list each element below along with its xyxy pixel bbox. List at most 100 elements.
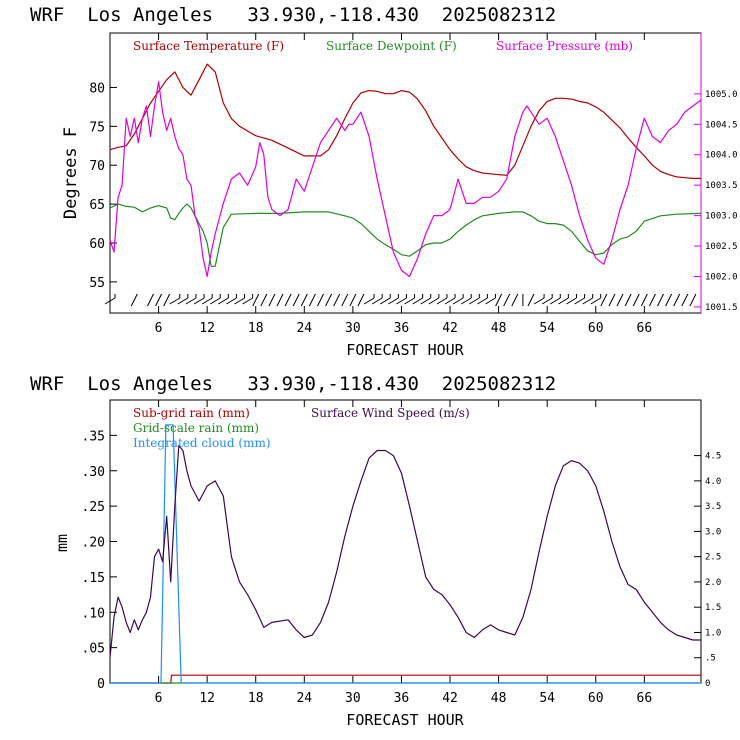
wind-barb	[616, 293, 624, 307]
x-tick-label: 30	[345, 691, 361, 706]
wind-barb	[242, 297, 253, 305]
wind-barb	[357, 293, 365, 307]
wind-barb	[600, 293, 608, 307]
wind-barb	[582, 297, 593, 305]
legend-integrated-cloud: Integrated cloud (mm)	[133, 436, 271, 450]
y2-tick-label: 1001.5	[705, 303, 738, 313]
wind-barb	[308, 293, 316, 307]
x-tick-label: 6	[155, 691, 163, 706]
wind-barb	[388, 297, 399, 305]
y2-tick-label: 4.0	[705, 477, 721, 487]
panel1-series	[109, 63, 702, 278]
temperature-pressure-panel: WRF Los Angeles 33.930,-118.430 20250823…	[30, 4, 738, 359]
y-tick-label: 55	[89, 276, 105, 291]
wind-barb	[260, 293, 268, 307]
x-tick-label: 18	[248, 691, 264, 706]
y2-tick-label: 4.5	[705, 452, 721, 462]
wind-barb	[428, 297, 440, 305]
wind-barb	[363, 297, 375, 305]
wind-barb	[444, 297, 456, 305]
x-tick-label: 12	[199, 691, 215, 706]
wind-barb	[404, 297, 415, 305]
wind-barb	[284, 293, 292, 307]
wind-barb	[163, 293, 171, 307]
y-tick-label: .30	[82, 465, 105, 480]
series-surface-pressure-mb	[109, 81, 702, 278]
wind-barb	[503, 293, 511, 307]
panel1-x-axis: 6 12 18 24 30 36 42 48 54 60 66	[155, 33, 652, 336]
x-tick-label: 66	[637, 691, 653, 706]
wind-barb	[541, 297, 553, 305]
y-tick-label: .05	[82, 642, 105, 657]
wind-barb	[185, 297, 197, 305]
y-tick-label: .20	[82, 536, 105, 551]
x-tick-label: 54	[539, 691, 555, 706]
wind-barb	[252, 293, 260, 307]
wind-barb	[550, 297, 561, 305]
wind-barb	[380, 297, 391, 305]
y-tick-label: 65	[89, 198, 105, 213]
wind-barb	[632, 293, 640, 307]
y2-tick-label: 2.5	[705, 553, 721, 563]
wind-barb	[436, 297, 448, 305]
wind-barb	[209, 297, 221, 305]
y2-tick-label: 1.5	[705, 603, 721, 613]
wind-barb	[477, 297, 488, 305]
wind-barb	[420, 297, 431, 305]
y-tick-label: 0	[97, 677, 105, 692]
precipitation-wind-panel: WRF Los Angeles 33.930,-118.430 20250823…	[30, 373, 721, 729]
series-surface-wind-speed-m-s	[109, 444, 701, 658]
y2-tick-label: 3.5	[705, 502, 721, 512]
wind-barb	[147, 293, 154, 307]
wind-barb	[300, 293, 308, 307]
panel2-y-axis: 0 .05 .10 .15 .20 .25 .30 .35	[82, 429, 117, 692]
x-tick-label: 36	[394, 321, 410, 336]
series-surface-dewpoint-f	[109, 203, 702, 267]
wind-barb	[566, 297, 577, 305]
panel2-series	[109, 424, 701, 684]
wind-barb	[689, 293, 697, 307]
wind-barb	[452, 297, 464, 305]
y-tick-label: .15	[82, 571, 105, 586]
wind-barb	[665, 293, 673, 307]
y-tick-label: 70	[89, 159, 105, 174]
wind-barb	[226, 297, 237, 305]
wind-barb	[155, 293, 163, 307]
wind-barb	[511, 293, 519, 307]
series-integrated-cloud-mm	[110, 424, 701, 684]
wind-barb	[527, 293, 535, 307]
wind-barb	[193, 297, 205, 305]
x-tick-label: 30	[345, 321, 361, 336]
wind-barb	[104, 297, 116, 305]
wind-barb	[234, 297, 245, 305]
y-tick-label: .25	[82, 500, 105, 515]
x-tick-label: 42	[442, 691, 458, 706]
x-tick-label: 66	[637, 321, 653, 336]
wind-barb	[460, 297, 472, 305]
legend-surface-pressure: Surface Pressure (mb)	[496, 39, 633, 53]
y-tick-label: 75	[89, 120, 105, 135]
wind-barb	[333, 293, 341, 307]
y2-tick-label: 1005.0	[705, 90, 738, 100]
wind-barb	[317, 293, 324, 307]
wind-barb	[169, 297, 181, 305]
wind-barb	[371, 297, 383, 305]
wind-barb	[681, 293, 689, 307]
x-tick-label: 60	[588, 321, 604, 336]
x-tick-label: 12	[199, 321, 215, 336]
wind-barb	[268, 293, 276, 307]
wind-barb	[341, 293, 349, 307]
panel1-y-axis-label: Degrees F	[61, 127, 81, 219]
panel1-x-axis-label: FORECAST HOUR	[346, 341, 464, 359]
y2-tick-label: 1004.0	[705, 151, 738, 161]
legend-surface-dewpoint: Surface Dewpoint (F)	[326, 39, 457, 53]
y-tick-label: 60	[89, 237, 105, 252]
wind-barb	[469, 297, 480, 305]
y2-tick-label: 1002.5	[705, 242, 738, 252]
wind-barb	[495, 293, 503, 307]
x-tick-label: 24	[296, 321, 312, 336]
wind-barb	[608, 293, 616, 307]
wind-barb	[325, 293, 333, 307]
